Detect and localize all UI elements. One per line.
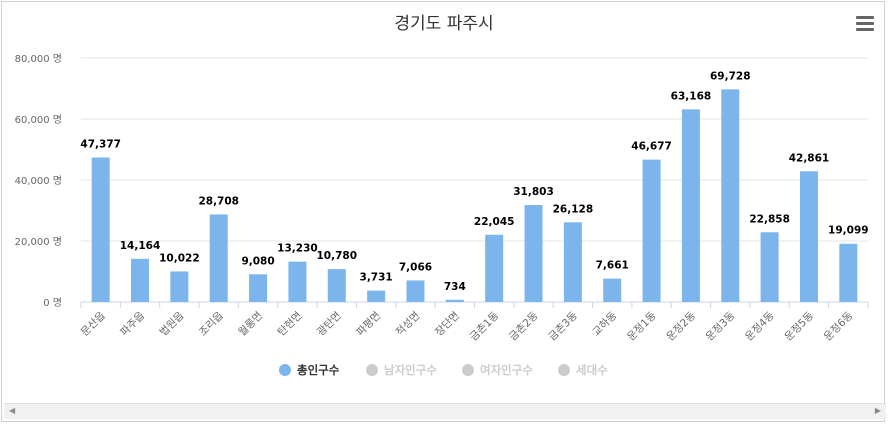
- x-axis-labels: 문산읍 파주읍 법원읍 조리읍 월롱면 탄현면 광탄면 파평면 적성면 장단면 금촌1동 금촌2동 금촌…: [79, 309, 856, 344]
- x-tick-label: 문산읍: [79, 309, 108, 338]
- legend-label: 세대수: [576, 363, 608, 377]
- x-tick-label: 교하동: [590, 309, 620, 339]
- scroll-right-icon[interactable]: ▶: [874, 406, 881, 415]
- bar-교하동: [603, 278, 622, 302]
- x-tick-label: 운정5동: [782, 309, 816, 343]
- data-label: 734: [444, 281, 466, 293]
- bar-금촌1동: [485, 234, 504, 302]
- legend-item-남자인구수[interactable]: 남자인구수: [366, 363, 437, 377]
- legend-item-총인구수[interactable]: 총인구수: [279, 363, 340, 377]
- data-label: 10,780: [317, 250, 358, 262]
- x-tick-label: 금촌3동: [546, 309, 580, 343]
- x-tick-label: 운정4동: [743, 309, 777, 343]
- data-label: 69,728: [710, 70, 751, 82]
- data-label: 47,377: [80, 139, 121, 151]
- chart-svg: 경기도 파주시 0 명 20,000 명 40,000 명 60,000 명 80,00…: [15, 14, 869, 377]
- bar-파평면: [367, 290, 386, 302]
- y-tick-label: 60,000 명: [15, 114, 62, 126]
- data-label: 26,128: [553, 203, 594, 215]
- x-tick-label: 파평면: [354, 310, 383, 339]
- bar-문산읍: [91, 157, 110, 302]
- data-label: 9,080: [241, 255, 274, 267]
- bar-운정2동: [681, 109, 700, 302]
- chart-title: 경기도 파주시: [394, 14, 493, 34]
- scroll-left-icon[interactable]: ◀: [9, 406, 16, 415]
- hamburger-menu-icon[interactable]: [856, 16, 874, 32]
- bar-장단면: [445, 299, 464, 302]
- legend-marker: [279, 364, 291, 376]
- legend-label: 총인구수: [297, 363, 340, 377]
- bar-조리읍: [209, 214, 228, 302]
- legend-item-세대수[interactable]: 세대수: [558, 363, 608, 377]
- x-tick-label: 운정6동: [822, 309, 856, 343]
- x-tick-label: 적성면: [394, 310, 423, 339]
- bar-운정1동: [642, 159, 661, 302]
- x-tick-label: 월롱면: [236, 310, 265, 339]
- bars: [91, 89, 858, 303]
- data-label: 22,045: [474, 216, 515, 228]
- bar-운정3동: [721, 89, 740, 303]
- x-tick-label: 파주읍: [118, 309, 147, 338]
- horizontal-scrollbar[interactable]: ◀ ▶: [4, 403, 886, 419]
- y-tick-label: 80,000 명: [15, 53, 62, 65]
- bar-법원읍: [170, 271, 189, 302]
- grid-lines: [80, 57, 869, 308]
- data-label: 7,661: [596, 260, 629, 272]
- bar-적성면: [406, 280, 425, 302]
- x-tick-label: 장단면: [433, 310, 462, 339]
- y-tick-label: 40,000 명: [15, 175, 62, 187]
- x-tick-label: 법원읍: [158, 309, 187, 338]
- x-tick-label: 조리읍: [197, 309, 226, 338]
- y-tick-label: 0 명: [43, 297, 62, 309]
- bar-광탄면: [327, 269, 346, 302]
- legend: 총인구수 남자인구수 여자인구수 세대수: [279, 363, 608, 377]
- data-label: 13,230: [277, 243, 318, 255]
- x-tick-label: 운정2동: [664, 309, 698, 343]
- y-axis-labels: 0 명 20,000 명 40,000 명 60,000 명 80,000 명: [15, 53, 62, 309]
- x-tick-label: 금촌2동: [507, 309, 541, 343]
- bar-탄현면: [288, 261, 307, 302]
- data-label: 46,677: [631, 141, 672, 153]
- bar-월롱면: [249, 274, 268, 302]
- data-label: 19,099: [828, 225, 869, 237]
- legend-marker: [366, 364, 378, 376]
- bar-금촌2동: [524, 205, 543, 302]
- data-label: 31,803: [513, 186, 554, 198]
- bar-파주읍: [131, 258, 150, 302]
- data-label: 3,731: [360, 272, 393, 284]
- data-label: 28,708: [198, 195, 239, 207]
- bar-운정6동: [839, 243, 858, 302]
- x-tick-label: 광탄면: [315, 310, 344, 339]
- data-label: 10,022: [159, 252, 200, 264]
- legend-item-여자인구수[interactable]: 여자인구수: [462, 363, 533, 377]
- x-tick-label: 금촌1동: [468, 309, 502, 343]
- x-tick-label: 운정1동: [625, 309, 659, 343]
- legend-marker: [462, 364, 474, 376]
- legend-marker: [558, 364, 570, 376]
- legend-label: 여자인구수: [480, 363, 533, 377]
- data-label: 22,858: [749, 213, 790, 225]
- bar-금촌3동: [563, 222, 582, 302]
- x-tick-label: 운정3동: [704, 309, 738, 343]
- bar-운정5동: [799, 171, 818, 302]
- data-label: 63,168: [671, 90, 712, 102]
- data-label: 14,164: [120, 240, 161, 252]
- x-tick-label: 탄현면: [276, 310, 305, 339]
- bar-운정4동: [760, 232, 779, 302]
- data-label: 42,861: [789, 152, 830, 164]
- data-label: 7,066: [399, 261, 432, 273]
- y-tick-label: 20,000 명: [15, 236, 62, 248]
- legend-label: 남자인구수: [384, 363, 437, 377]
